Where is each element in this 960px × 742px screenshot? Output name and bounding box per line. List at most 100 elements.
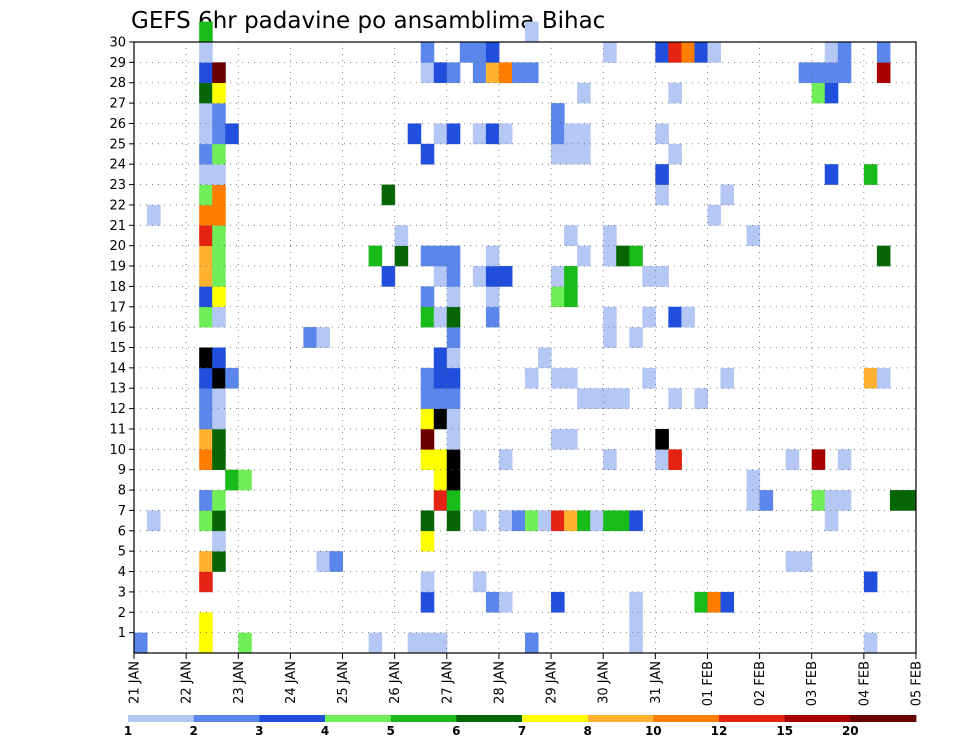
heatmap-cell [485, 286, 500, 308]
heatmap-cell [498, 62, 513, 84]
heatmap-cell [629, 632, 643, 654]
y-tick-label: 1 [118, 626, 126, 641]
y-tick-label: 24 [109, 158, 126, 173]
heatmap-cell [199, 632, 213, 654]
heatmap-cell [446, 266, 461, 287]
heatmap-cell [655, 266, 669, 287]
heatmap-cell [603, 306, 617, 328]
heatmap-cell [212, 164, 226, 185]
y-tick-label: 18 [109, 280, 126, 295]
heatmap-cell [863, 367, 878, 389]
grid-lines [134, 42, 916, 653]
heatmap-cell [629, 327, 643, 348]
heatmap-cell [485, 306, 500, 328]
y-tick-label: 4 [118, 565, 126, 580]
heatmap-cell [420, 286, 435, 308]
colorbar-segment [587, 715, 654, 722]
heatmap-cell [433, 347, 448, 369]
heatmap-cell [212, 306, 226, 328]
x-tick-label: 01 FEB [701, 661, 716, 706]
heatmap-cell [420, 245, 435, 267]
y-tick-label: 23 [109, 178, 126, 193]
heatmap-cell [212, 62, 226, 84]
heatmap-cell [407, 123, 422, 145]
heatmap-cell [902, 490, 917, 511]
heatmap-cell [459, 42, 474, 63]
heatmap-cell [199, 449, 213, 470]
heatmap-cell [811, 490, 826, 511]
y-tick-label: 11 [109, 422, 126, 437]
heatmap-cell [668, 306, 682, 328]
heatmap-cell [199, 388, 213, 409]
heatmap-cell [199, 62, 213, 84]
y-tick-label: 19 [109, 260, 126, 275]
heatmap-cell [629, 612, 643, 633]
heatmap-cell [694, 42, 708, 63]
heatmap-cell [485, 266, 500, 287]
heatmap-cell [316, 327, 330, 348]
colorbar-segment [390, 715, 457, 722]
colorbar-segment [653, 715, 720, 722]
heatmap-cell [238, 632, 252, 654]
heatmap-cell [199, 123, 213, 145]
heatmap-cell [212, 408, 226, 430]
heatmap-cell [472, 42, 487, 63]
x-tick-label: 31 JAN [649, 661, 664, 704]
y-tick-label: 25 [109, 137, 126, 152]
heatmap-cell [551, 428, 565, 450]
heatmap-cell [212, 428, 226, 450]
heatmap-cells [134, 21, 917, 654]
heatmap-cell [485, 245, 500, 267]
y-tick-label: 26 [109, 117, 126, 132]
y-tick-label: 6 [118, 524, 126, 539]
heatmap-cell [212, 245, 226, 267]
heatmap-cell [199, 164, 213, 185]
heatmap-cell [876, 42, 891, 63]
heatmap-cell [199, 551, 213, 572]
heatmap-cell [212, 123, 226, 145]
heatmap-cell [212, 449, 226, 470]
heatmap-cell [446, 245, 461, 267]
heatmap-cell [420, 306, 435, 328]
heatmap-cell [668, 449, 682, 470]
heatmap-cell [577, 143, 591, 165]
heatmap-cell [199, 266, 213, 287]
heatmap-cell [564, 266, 578, 287]
heatmap-cell [876, 367, 891, 389]
heatmap-cell [199, 347, 213, 369]
heatmap-cell [212, 530, 226, 552]
heatmap-cell [199, 286, 213, 308]
heatmap-cell [433, 123, 448, 145]
y-tick-label: 13 [109, 382, 126, 397]
heatmap-cell [472, 62, 487, 84]
colorbar: 1 2 3 4 5 6 7 8 10 12 15 20 [124, 715, 917, 738]
heatmap-cell [511, 510, 526, 532]
heatmap-cell [446, 306, 461, 328]
heatmap-cell [603, 449, 617, 470]
heatmap-cell [199, 82, 213, 104]
heatmap-cell [564, 428, 578, 450]
heatmap-cell [420, 408, 435, 430]
heatmap-cell [199, 143, 213, 165]
heatmap-cell [759, 490, 774, 511]
heatmap-cell [199, 225, 213, 246]
y-tick-label: 2 [118, 606, 126, 621]
heatmap-cell [433, 490, 448, 511]
heatmap-cell [824, 490, 839, 511]
heatmap-cell [551, 143, 565, 165]
heatmap-cell [446, 510, 461, 532]
colorbar-label: 8 [584, 724, 592, 738]
colorbar-label: 4 [321, 724, 329, 738]
x-tick-label: 04 FEB [857, 661, 872, 706]
heatmap-cell [590, 510, 604, 532]
heatmap-cell [863, 571, 878, 593]
heatmap-cell [511, 62, 526, 84]
heatmap-cell [629, 591, 643, 613]
heatmap-cell [694, 591, 708, 613]
heatmap-cell [498, 123, 513, 145]
x-tick-label: 03 FEB [805, 661, 820, 706]
heatmap-cell [446, 327, 461, 348]
heatmap-cell [551, 123, 565, 145]
heatmap-cell [212, 184, 226, 206]
heatmap-cell [551, 266, 565, 287]
